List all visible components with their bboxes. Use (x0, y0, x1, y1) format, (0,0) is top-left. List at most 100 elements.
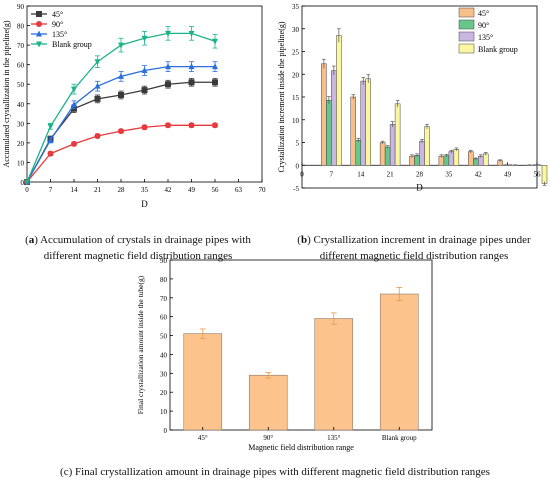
x-tick-label: 49 (188, 186, 196, 194)
data-point (188, 63, 195, 70)
caption-c: (c) Final crystallization amount in drai… (60, 466, 490, 478)
data-point (47, 150, 54, 157)
data-point (141, 87, 148, 94)
legend-label: 45° (478, 9, 489, 18)
data-point (71, 101, 77, 108)
bar (321, 63, 327, 166)
data-point (141, 67, 148, 74)
x-tick-label: 21 (94, 186, 102, 194)
bar (468, 151, 474, 166)
bar (248, 374, 288, 431)
x-tick-label: 14 (357, 170, 365, 178)
data-point (118, 128, 124, 135)
x-tick-label: 28 (118, 186, 126, 194)
legend-label: 135° (52, 30, 67, 39)
x-tick-label: 56 (534, 170, 542, 178)
legend-marker (36, 41, 42, 48)
legend-marker (36, 30, 42, 37)
y-tick-label: 10 (292, 117, 300, 125)
y-axis-title: Crystallization increment inside the pip… (277, 21, 286, 172)
data-point (71, 86, 77, 93)
x-tick-label: 42 (475, 170, 483, 178)
y-tick-label: 25 (292, 49, 300, 57)
bar (448, 151, 455, 166)
x-tick-label: 14 (71, 186, 79, 194)
data-point (94, 133, 101, 140)
bar (379, 293, 419, 431)
y-tick-label: 30 (292, 26, 300, 34)
data-point (94, 59, 101, 66)
data-point (212, 79, 218, 86)
y-tick-label: 40 (17, 101, 25, 109)
x-tick-label: 56 (212, 186, 220, 194)
y-tick-label: 0 (164, 427, 168, 435)
y-tick-label: 60 (17, 62, 25, 70)
bar (365, 78, 371, 166)
legend-label: Blank group (52, 40, 92, 49)
bar (419, 140, 425, 166)
legend-marker (36, 11, 42, 17)
bar (355, 139, 361, 166)
caption-b-label: b (300, 234, 308, 246)
y-tick-label: 80 (17, 23, 25, 31)
data-point (141, 124, 148, 131)
x-axis-title: D (141, 199, 148, 209)
x-tick-label: 49 (504, 170, 512, 178)
legend-label: 45° (52, 10, 63, 19)
bar (331, 70, 337, 166)
data-point (47, 123, 54, 130)
x-tick-label: 135° (327, 434, 341, 442)
x-tick-label: 0 (300, 170, 304, 178)
x-tick-label: 63 (235, 186, 243, 194)
y-tick-label: 30 (17, 120, 25, 128)
x-tick-label: 7 (330, 170, 334, 178)
x-tick-label: 42 (165, 186, 173, 194)
caption-a-text: Accumulation of crystals in drainage pip… (40, 234, 251, 262)
legend-label: 135° (478, 33, 493, 42)
caption-a-label: a (28, 234, 35, 246)
x-tick-label: 70 (259, 186, 267, 194)
bar (443, 155, 450, 166)
y-tick-label: 60 (160, 314, 168, 322)
plot-frame (169, 259, 433, 431)
legend-label: 90° (52, 20, 63, 29)
data-point (212, 63, 218, 70)
y-tick-label: 50 (17, 81, 25, 89)
bar (183, 333, 223, 431)
y-tick-label: 90 (17, 3, 25, 11)
y-tick-label: 0 (296, 162, 300, 170)
data-point (212, 122, 218, 129)
y-tick-label: 80 (160, 276, 168, 284)
bar (326, 99, 332, 166)
caption-b: (b) Crystallization increment in drainag… (297, 234, 531, 262)
x-tick-label: 21 (387, 170, 395, 178)
y-tick-label: 20 (292, 71, 300, 79)
data-point (71, 140, 77, 147)
chart-a: 0 10 20 30 40 50 60 70 80 90 0 7 14 21 28 35 42 49 56 63 70 D… (2, 3, 267, 209)
legend-swatch (458, 43, 475, 54)
data-point (188, 30, 195, 37)
series-line (26, 32, 216, 183)
y-tick-label: 30 (160, 370, 168, 378)
bar (350, 96, 357, 166)
x-tick-label: 45° (198, 434, 208, 442)
caption-c-text: Final crystallization amount in drainage… (75, 466, 490, 478)
bar (453, 149, 460, 166)
data-point (165, 122, 171, 129)
x-tick-label: 0 (25, 186, 29, 194)
data-point (94, 95, 101, 102)
y-tick-label: 35 (292, 3, 300, 11)
legend-label: 90° (478, 21, 489, 30)
y-tick-label: 40 (160, 351, 168, 359)
data-point (47, 136, 54, 143)
bar (541, 165, 548, 184)
y-tick-label: -5 (293, 185, 299, 193)
bar (384, 146, 391, 166)
legend-marker (36, 21, 42, 27)
data-point (94, 82, 101, 89)
y-tick-label: 10 (17, 159, 25, 167)
x-tick-label: 35 (141, 186, 149, 194)
x-tick-label: Blank group (382, 434, 417, 442)
y-tick-label: 50 (160, 333, 168, 341)
